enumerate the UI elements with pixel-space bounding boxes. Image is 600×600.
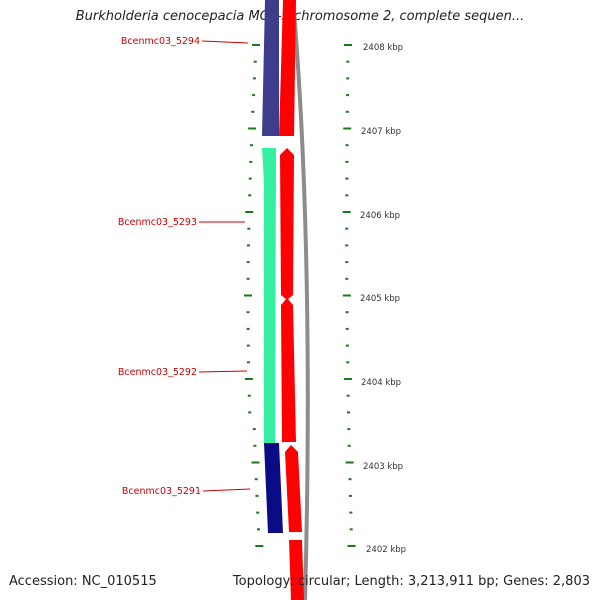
leader-line-bcenmc03-5292 [198,370,248,373]
scale-label-2402kbp: 2402 kbp [366,545,406,555]
gene-bar-bcenmc03-5293 [262,148,276,443]
gene-label-bcenmc03-5294: Bcenmc03_5294 [121,36,200,47]
map-title: Burkholderia cenocepacia MC0-3 chromosom… [75,9,525,24]
gene-bar-bcenmc03-5291 [264,443,283,533]
gene-labels: Bcenmc03_5294 Bcenmc03_5293 Bcenmc03_529… [118,36,201,497]
forward-gene-3 [281,298,296,442]
forward-gene-1 [279,0,296,136]
scale-label-2403kbp: 2403 kbp [363,462,403,472]
scale-label-2408kbp: 2408 kbp [363,43,403,53]
gene-label-bcenmc03-5292: Bcenmc03_5292 [118,367,197,378]
backbone-line [291,0,310,600]
scale-label-2407kbp: 2407 kbp [361,127,401,137]
scale-label-2404kbp: 2404 kbp [361,378,401,388]
forward-gene-5 [289,540,304,600]
forward-gene-2 [280,148,294,300]
gene-bar-bcenmc03-5294 [262,0,279,136]
scale-labels: 2408 kbp 2407 kbp 2406 kbp 2405 kbp 2404… [360,43,406,555]
scale-label-2406kbp: 2406 kbp [360,211,400,221]
outer-tick-marks [342,44,356,547]
forward-gene-4 [285,445,302,532]
scale-label-2405kbp: 2405 kbp [360,294,400,304]
topology-summary-text: Topology: circular; Length: 3,213,911 bp… [232,574,590,589]
accession-text: Accession: NC_010515 [9,574,157,589]
leader-line-bcenmc03-5291 [202,488,251,492]
gene-label-bcenmc03-5291: Bcenmc03_5291 [122,486,201,497]
inner-tick-marks [244,44,264,547]
gene-label-bcenmc03-5293: Bcenmc03_5293 [118,217,197,228]
leader-line-bcenmc03-5294 [201,40,249,44]
